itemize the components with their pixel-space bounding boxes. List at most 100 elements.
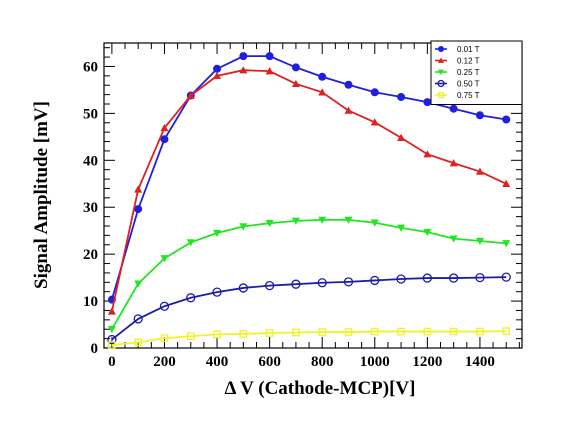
data-point	[502, 115, 511, 124]
legend-label: 0.50 T	[457, 80, 480, 89]
data-point	[344, 106, 353, 114]
data-point	[186, 91, 195, 99]
x-tick-label: 0	[108, 354, 116, 370]
data-point	[134, 338, 143, 347]
x-tick-label: 400	[206, 354, 229, 370]
data-point	[343, 277, 354, 287]
data-point	[291, 217, 300, 225]
data-point	[134, 205, 143, 214]
data-point	[317, 278, 327, 288]
y-tick-label: 0	[91, 341, 99, 357]
data-point	[133, 314, 143, 324]
data-point	[186, 332, 195, 341]
data-point	[422, 273, 433, 283]
data-point	[134, 280, 143, 288]
data-point	[370, 327, 379, 336]
data-point	[265, 219, 274, 228]
series-group	[107, 52, 511, 350]
series-0-12-t	[107, 66, 511, 315]
data-point	[186, 293, 196, 303]
data-point	[212, 287, 222, 297]
plot-frame	[103, 42, 523, 349]
x-tick-label: 1400	[465, 354, 495, 370]
series-line	[111, 330, 507, 347]
data-point	[475, 272, 485, 283]
y-axis-title: Signal Amplitude [mV]	[31, 101, 52, 289]
data-point	[370, 275, 380, 286]
data-point	[265, 67, 274, 75]
data-point	[239, 223, 248, 231]
data-point	[186, 239, 195, 247]
data-point	[502, 179, 511, 187]
data-point	[107, 307, 116, 315]
data-point	[396, 274, 406, 284]
data-point	[160, 334, 169, 342]
data-point	[423, 228, 432, 237]
data-point	[370, 118, 379, 126]
series-0-50-t	[107, 272, 511, 345]
data-point	[213, 229, 222, 238]
data-point	[291, 63, 300, 72]
legend-marker	[437, 91, 445, 99]
data-point	[501, 272, 511, 282]
data-point	[397, 327, 405, 336]
data-point	[449, 104, 458, 113]
y-tick-label: 20	[83, 247, 98, 263]
x-tick-label: 1200	[412, 354, 442, 370]
data-point	[475, 167, 484, 175]
series-line	[111, 69, 507, 312]
y-tick-label: 10	[83, 294, 98, 310]
data-point	[134, 185, 143, 193]
data-point	[476, 327, 484, 336]
y-tick-label: 50	[83, 106, 98, 122]
data-point	[264, 280, 275, 291]
data-point	[397, 224, 406, 232]
data-point	[107, 326, 116, 334]
data-point	[423, 327, 432, 336]
data-point	[423, 98, 432, 107]
data-point	[502, 240, 511, 248]
data-point	[160, 255, 169, 263]
x-axis-title: Δ V (Cathode-MCP)[V]	[225, 378, 416, 399]
data-point	[318, 216, 327, 224]
data-point	[344, 80, 353, 89]
legend-label: 0.12 T	[457, 57, 480, 66]
data-point	[318, 328, 327, 336]
legend-label: 0.01 T	[457, 45, 480, 54]
y-tick-label: 30	[83, 200, 98, 216]
data-point	[502, 327, 511, 335]
y-tick-label: 40	[83, 153, 98, 169]
data-point	[213, 64, 222, 73]
data-point	[108, 341, 116, 350]
legend-marker	[437, 79, 445, 88]
legend-marker	[438, 69, 444, 75]
x-tick-label: 800	[311, 354, 334, 370]
data-point	[318, 88, 327, 96]
data-point	[213, 330, 221, 339]
data-point	[449, 327, 458, 336]
series-0-01-t	[107, 52, 511, 304]
data-point	[213, 71, 222, 80]
y-tick-label: 60	[83, 59, 98, 75]
data-point	[291, 79, 300, 88]
data-point	[449, 235, 458, 243]
x-tick-label: 600	[258, 354, 281, 370]
x-tick-label: 1000	[360, 354, 390, 370]
data-point	[423, 150, 432, 158]
data-point	[370, 219, 379, 227]
data-point	[107, 334, 117, 345]
data-point	[238, 283, 248, 293]
data-point	[449, 159, 458, 167]
data-point	[344, 216, 353, 224]
series-line	[111, 55, 507, 300]
series-line	[111, 276, 507, 341]
data-point	[344, 328, 353, 336]
legend-marker	[438, 57, 444, 63]
data-point	[292, 328, 300, 337]
series-line	[111, 218, 507, 330]
series-0-75-t	[108, 327, 511, 350]
data-point	[318, 72, 327, 81]
data-point	[448, 273, 459, 283]
data-point	[239, 52, 248, 61]
series-0-25-t	[107, 216, 511, 334]
